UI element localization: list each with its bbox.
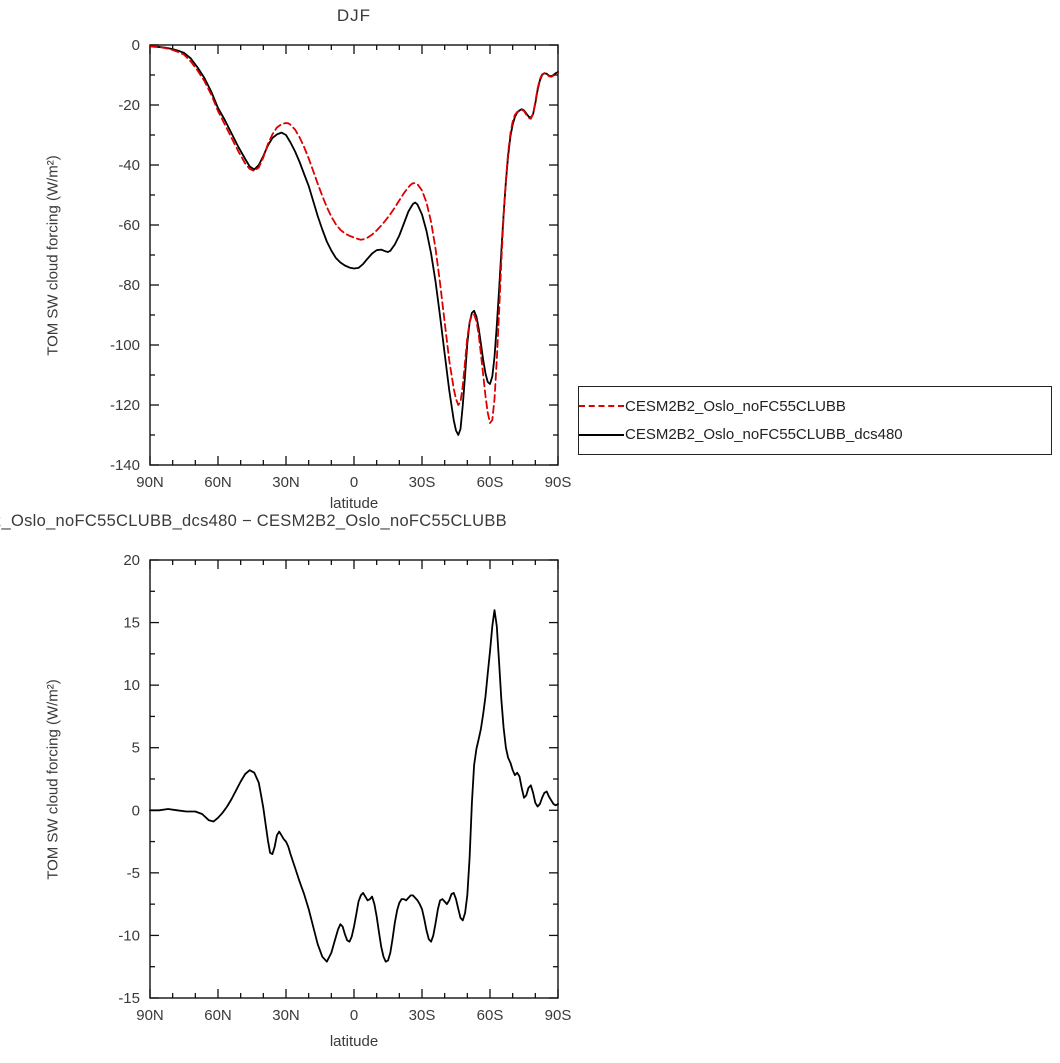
svg-text:60N: 60N <box>204 474 232 491</box>
series-line-dashed <box>149 45 559 424</box>
svg-text:-15: -15 <box>118 990 140 1007</box>
tick-labels: 90N 60N 30N 0 30S 60S 90S 0 -20 -40 -60 -80 -100 -120… <box>110 37 571 491</box>
svg-text:30S: 30S <box>409 474 436 491</box>
legend-box: CESM2B2_Oslo_noFC55CLUBB CESM2B2_Oslo_no… <box>578 386 1052 455</box>
svg-text:60N: 60N <box>204 1007 232 1024</box>
svg-text:-20: -20 <box>118 97 140 114</box>
svg-text:0: 0 <box>350 1007 358 1024</box>
svg-text:0: 0 <box>132 802 140 819</box>
series-line-solid <box>149 609 559 963</box>
svg-text:-40: -40 <box>118 157 140 174</box>
legend-entry-black: CESM2B2_Oslo_noFC55CLUBB_dcs480 <box>579 423 1051 447</box>
legend-label-black: CESM2B2_Oslo_noFC55CLUBB_dcs480 <box>625 426 903 444</box>
svg-text:20: 20 <box>123 552 140 569</box>
svg-text:90N: 90N <box>136 474 164 491</box>
svg-text:90N: 90N <box>136 1007 164 1024</box>
svg-text:-60: -60 <box>118 217 140 234</box>
top-chart-canvas: 90N 60N 30N 0 30S 60S 90S 0 -20 -40 -60 -80 -100 -120… <box>110 37 571 491</box>
svg-text:5: 5 <box>132 740 140 757</box>
svg-text:30N: 30N <box>272 474 300 491</box>
red-dashed-line-icon <box>579 405 624 408</box>
bottom-chart-title: 2_Oslo_noFC55CLUBB_dcs480 − CESM2B2_Oslo… <box>0 512 507 530</box>
svg-text:60S: 60S <box>477 474 504 491</box>
svg-text:-140: -140 <box>110 457 140 474</box>
svg-text:60S: 60S <box>477 1007 504 1024</box>
svg-text:90S: 90S <box>545 1007 572 1024</box>
top-chart-title: DJF <box>336 6 372 25</box>
svg-text:-10: -10 <box>118 927 140 944</box>
tick-labels: 90N 60N 30N 0 30S 60S 90S 20 15 10 5 0 -5 -10 -15 <box>118 552 571 1024</box>
svg-text:90S: 90S <box>545 474 572 491</box>
svg-text:30S: 30S <box>409 1007 436 1024</box>
svg-text:-120: -120 <box>110 397 140 414</box>
legend-entry-red: CESM2B2_Oslo_noFC55CLUBB <box>579 394 1051 418</box>
svg-text:30N: 30N <box>272 1007 300 1024</box>
tick-marks <box>149 44 559 466</box>
svg-text:0: 0 <box>132 37 140 54</box>
svg-text:-5: -5 <box>127 865 140 882</box>
legend-label-red: CESM2B2_Oslo_noFC55CLUBB <box>625 397 846 415</box>
bottom-chart-canvas: 90N 60N 30N 0 30S 60S 90S 20 15 10 5 0 -5 -10 -15 <box>118 552 571 1024</box>
svg-text:10: 10 <box>123 677 140 694</box>
black-solid-line-icon <box>579 433 624 436</box>
svg-text:15: 15 <box>123 615 140 632</box>
top-chart-x-axis-label: latitude <box>329 495 379 512</box>
svg-text:0: 0 <box>350 474 358 491</box>
series-line-solid <box>149 45 559 436</box>
svg-text:-80: -80 <box>118 277 140 294</box>
plot-frame <box>149 44 559 466</box>
svg-text:-100: -100 <box>110 337 140 354</box>
bottom-chart-x-axis-label: latitude <box>329 1033 379 1050</box>
